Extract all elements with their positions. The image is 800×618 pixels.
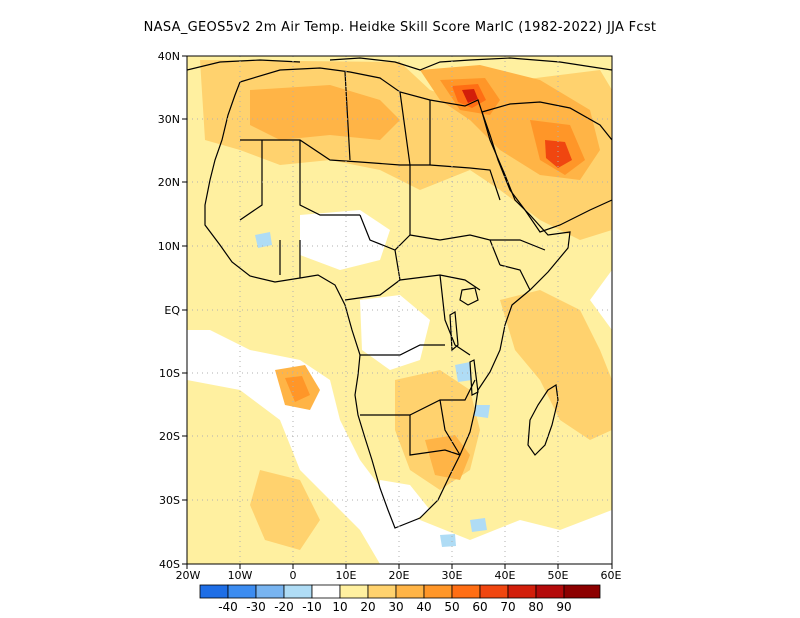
colorbar-label: -30	[246, 600, 266, 614]
colorbar-swatch	[479, 584, 509, 599]
skill-region	[470, 518, 487, 532]
madagascar-coastline	[527, 383, 559, 456]
country-border	[299, 140, 360, 216]
colorbar-label: 80	[528, 600, 543, 614]
colorbar-swatch	[199, 584, 229, 599]
colorbar-swatch	[395, 584, 425, 599]
lon-label: 40E	[495, 569, 516, 582]
lake-malawi	[469, 359, 479, 396]
skill-region	[255, 232, 272, 248]
coastline	[187, 57, 612, 529]
lat-label: 40N	[158, 50, 180, 63]
skill-region	[425, 435, 470, 480]
colorbar-label: -20	[274, 600, 294, 614]
country-border	[359, 214, 411, 251]
colorbar-label: 40	[416, 600, 431, 614]
colorbar-swatch	[535, 584, 565, 599]
colorbar-label: 10	[332, 600, 347, 614]
country-border	[394, 249, 401, 281]
shaded-field	[187, 56, 612, 564]
skill-region	[250, 85, 400, 140]
country-border	[409, 379, 476, 416]
tick-marks	[182, 55, 613, 569]
lat-label: EQ	[164, 304, 180, 317]
colorbar-swatch	[507, 584, 537, 599]
colorbar-swatch	[423, 584, 453, 599]
lon-label: 20W	[176, 569, 201, 582]
lon-label: 30E	[442, 569, 463, 582]
country-border	[469, 167, 501, 201]
country-border	[344, 274, 481, 301]
lat-label: 30N	[158, 113, 180, 126]
skill-region	[300, 210, 390, 270]
colorbar-label: 20	[360, 600, 375, 614]
country-border	[360, 414, 461, 456]
skill-region	[474, 405, 490, 418]
colorbar-swatch	[451, 584, 481, 599]
country-border	[439, 274, 471, 356]
colorbar-swatch	[283, 584, 313, 599]
latitude-labels: 40N 30N 20N 10N EQ 10S 20S 30S 40S	[158, 50, 181, 571]
colorbar-label: 50	[444, 600, 459, 614]
skill-region	[462, 89, 478, 103]
colorbar-label: -10	[302, 600, 322, 614]
lat-label: 10N	[158, 240, 180, 253]
skill-region	[285, 376, 310, 402]
lon-label: 10E	[336, 569, 357, 582]
country-border	[409, 234, 501, 266]
colorbar-label: 30	[388, 600, 403, 614]
country-border	[399, 91, 411, 235]
skill-region	[440, 534, 456, 547]
colorbar-label: -40	[218, 600, 238, 614]
lat-label: 20S	[159, 430, 180, 443]
colorbar-swatch	[339, 584, 369, 599]
longitude-labels: 20W 10W 0 10E 20E 30E 40E 50E 60E	[176, 569, 622, 582]
lake-tanganyika	[449, 310, 459, 352]
skill-region	[500, 290, 612, 440]
colorbar-swatch	[311, 584, 341, 599]
lon-label: 60E	[601, 569, 622, 582]
lat-label: 10S	[159, 367, 180, 380]
lon-label: 10W	[228, 569, 253, 582]
country-border	[490, 239, 546, 251]
lat-label: 30S	[159, 494, 180, 507]
map-title: NASA_GEOS5v2 2m Air Temp. Heidke Skill S…	[143, 20, 657, 35]
skill-region	[187, 330, 240, 378]
grid-lines	[187, 56, 612, 564]
lat-label: 40S	[159, 558, 180, 571]
country-border	[279, 240, 301, 278]
colorbar-swatch	[367, 584, 397, 599]
colorbar-label: 90	[556, 600, 571, 614]
skill-region	[545, 140, 572, 168]
country-border	[360, 344, 445, 356]
colorbar-label: 70	[500, 600, 515, 614]
lon-label: 20E	[389, 569, 410, 582]
skill-region	[380, 480, 430, 530]
country-border	[239, 140, 263, 221]
country-border	[499, 264, 531, 291]
lon-label: 50E	[548, 569, 569, 582]
lake-victoria	[459, 287, 479, 306]
skill-region	[360, 295, 430, 370]
country-border	[439, 399, 461, 456]
lat-label: 20N	[158, 176, 180, 189]
arabia-coastline	[481, 101, 612, 233]
skill-region	[187, 380, 380, 564]
colorbar-label: 60	[472, 600, 487, 614]
lon-label: 0	[290, 569, 297, 582]
colorbar-swatch	[563, 584, 601, 599]
colorbar-swatch	[227, 584, 257, 599]
colorbar-swatch	[255, 584, 285, 599]
skill-region	[455, 362, 472, 382]
colorbar: -40 -30 -20 -10 10 20 30 40 50 60 70 80 …	[199, 584, 601, 614]
skill-region	[250, 470, 320, 550]
